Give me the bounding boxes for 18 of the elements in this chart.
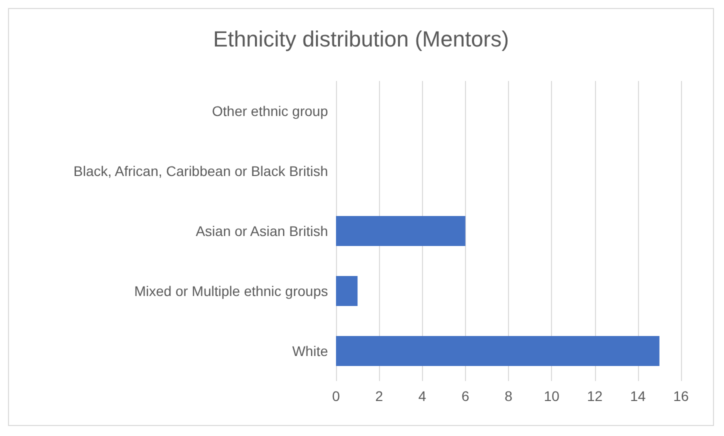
x-tick-label: 10: [544, 388, 560, 404]
x-tick-label: 0: [332, 388, 340, 404]
x-tick-label: 16: [673, 388, 689, 404]
y-tick-label: White: [292, 343, 328, 359]
y-tick-label: Mixed or Multiple ethnic groups: [134, 283, 328, 299]
x-tick-label: 8: [504, 388, 513, 404]
x-tick-label: 6: [461, 388, 470, 404]
bar: [336, 336, 660, 366]
x-tick-label: 14: [630, 388, 646, 404]
y-tick-label: Asian or Asian British: [196, 223, 328, 239]
chart-title: Ethnicity distribution (Mentors): [213, 26, 509, 52]
x-tick-label: 4: [418, 388, 426, 404]
y-tick-label: Other ethnic group: [212, 103, 328, 119]
x-tick-label: 12: [586, 388, 603, 404]
y-tick-label: Black, African, Caribbean or Black British: [74, 163, 328, 179]
x-tick-label: 2: [375, 388, 384, 404]
bar: [336, 276, 358, 306]
bar: [336, 216, 466, 246]
